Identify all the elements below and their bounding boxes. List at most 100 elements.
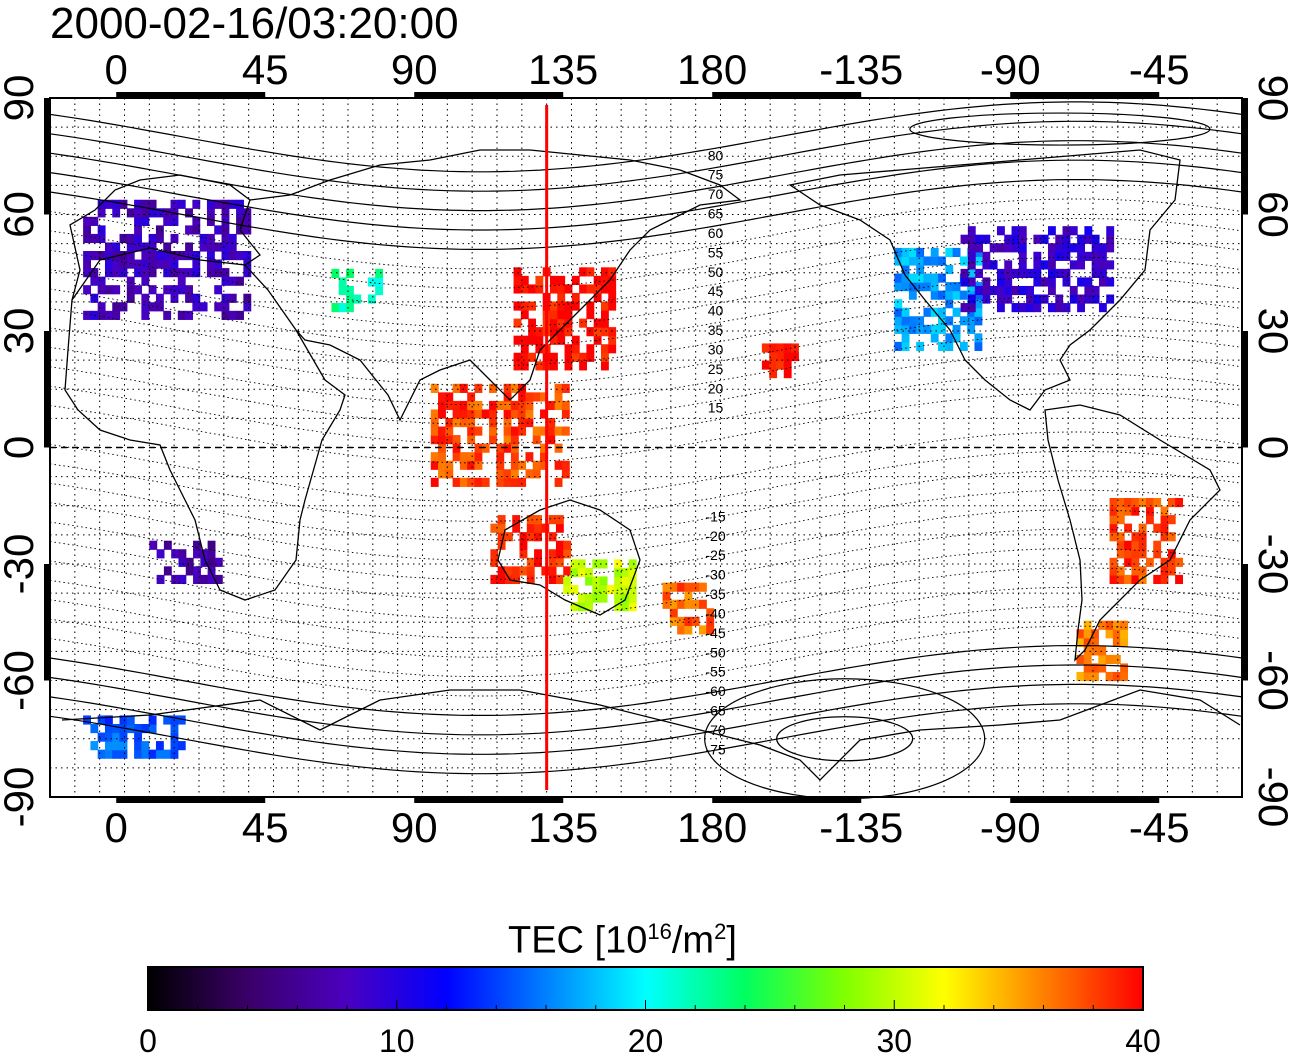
tec-data-cell xyxy=(510,426,519,436)
contour-label: -25 xyxy=(705,547,725,563)
tec-data-cell xyxy=(170,233,179,244)
tec-data-cell xyxy=(467,409,476,419)
tec-data-cell xyxy=(134,208,142,218)
tec-data-cell xyxy=(163,540,172,550)
tec-data-cell xyxy=(662,591,671,601)
contour-label: 50 xyxy=(708,264,724,280)
tec-data-cell xyxy=(1175,497,1183,508)
tec-data-cell xyxy=(938,307,946,317)
tec-data-cell xyxy=(163,749,172,759)
north-america-coast xyxy=(788,149,1181,411)
tec-data-cell xyxy=(1112,637,1121,647)
tec-data-cell xyxy=(1160,566,1169,576)
tec-data-cell xyxy=(90,293,99,303)
tec-data-cell xyxy=(452,435,461,445)
tec-data-cell xyxy=(496,443,505,453)
tec-data-cell xyxy=(119,749,128,759)
tec-data-cell xyxy=(148,259,157,269)
tec-data-cell xyxy=(1112,654,1121,665)
tec-data-cell xyxy=(503,469,512,479)
tec-data-cell xyxy=(547,426,556,436)
tec-data-cell xyxy=(1091,243,1100,253)
tec-data-cell xyxy=(945,247,954,258)
tec-data-cell xyxy=(119,259,128,269)
tec-data-cell xyxy=(156,574,165,585)
tec-data-cell xyxy=(901,307,910,317)
colorbar-title-exponent: 16 xyxy=(647,919,672,944)
tec-data-cell xyxy=(916,282,925,292)
tec-data-cell xyxy=(1076,637,1085,647)
tec-data-cell xyxy=(513,267,522,277)
tec-data-cell xyxy=(614,602,623,612)
tec-data-cell xyxy=(1106,294,1115,304)
tec-data-cell xyxy=(996,226,1005,236)
magnetic-contour xyxy=(49,645,1243,716)
tec-data-cell xyxy=(474,409,483,419)
tec-data-cell xyxy=(974,316,983,326)
bottom-lon-tick-label: -45 xyxy=(1129,804,1190,851)
tec-data-cell xyxy=(1033,303,1042,313)
tec-data-cell xyxy=(599,584,608,595)
tec-data-cell xyxy=(554,460,563,470)
tec-data-cell xyxy=(549,335,558,345)
colorbar-title-prefix: TEC [10 xyxy=(508,919,648,962)
tec-data-cell xyxy=(600,267,609,277)
magnetic-contour xyxy=(49,159,1243,231)
tec-data-cell xyxy=(510,383,519,393)
tec-data-cell xyxy=(586,284,595,294)
tec-data-cell xyxy=(163,268,172,278)
tec-data-cell xyxy=(1109,497,1118,508)
tec-data-cell xyxy=(916,316,925,326)
tec-data-cell xyxy=(614,567,623,578)
tec-data-cell xyxy=(207,549,216,559)
tec-data-cell xyxy=(221,251,230,261)
tec-data-cell xyxy=(557,284,566,294)
tec-data-cell xyxy=(148,199,157,209)
tec-data-cell xyxy=(243,216,252,226)
tec-data-cell xyxy=(959,316,968,326)
africa-coast xyxy=(64,247,346,601)
tec-data-cell xyxy=(564,352,573,362)
tec-data-cell xyxy=(126,242,135,252)
tec-data-cell xyxy=(549,310,558,320)
tec-data-cell xyxy=(982,234,991,244)
tec-data-cell xyxy=(430,409,439,419)
tec-data-cell xyxy=(614,593,623,603)
tec-data-cell xyxy=(548,515,557,525)
tec-data-cell xyxy=(163,208,172,218)
bottom-lon-tick-label: -90 xyxy=(980,804,1041,851)
tec-data-cell xyxy=(134,242,142,252)
tec-data-cell xyxy=(1033,234,1042,244)
tec-data-cell xyxy=(535,327,544,337)
tec-data-cell xyxy=(621,567,630,578)
tec-data-cell xyxy=(193,566,201,576)
tec-data-cell xyxy=(497,566,506,576)
tec-data-cell xyxy=(199,302,208,312)
tec-data-cell xyxy=(593,292,602,303)
colorbar-title-unit: /m xyxy=(671,919,715,962)
tec-data-cell xyxy=(557,335,566,345)
tec-data-cell xyxy=(1011,303,1020,313)
tec-data-cell xyxy=(1047,260,1056,270)
tec-data-cell xyxy=(178,574,187,585)
tec-data-cell xyxy=(577,593,586,603)
tec-data-cell xyxy=(974,307,983,317)
magnetic-contour xyxy=(49,140,1243,212)
tec-data-cell xyxy=(126,723,135,734)
tec-data-cell xyxy=(192,268,201,278)
tec-data-cell xyxy=(549,327,558,337)
colorbar-tick-label: 30 xyxy=(876,1023,912,1057)
tec-data-cell xyxy=(1120,637,1129,647)
tec-data-cell xyxy=(193,574,201,585)
tec-data-cell xyxy=(1091,294,1100,304)
tec-data-cell xyxy=(149,540,158,550)
tec-data-cell xyxy=(236,251,244,261)
tec-data-cell xyxy=(156,549,165,559)
tec-data-cell xyxy=(593,284,602,294)
tec-data-cell xyxy=(916,256,925,266)
tec-data-cell xyxy=(1040,234,1049,244)
tec-data-cell xyxy=(497,532,506,542)
magnetic-contour xyxy=(49,606,1243,678)
tec-data-cell xyxy=(1124,497,1133,508)
tec-data-cell xyxy=(519,540,528,550)
